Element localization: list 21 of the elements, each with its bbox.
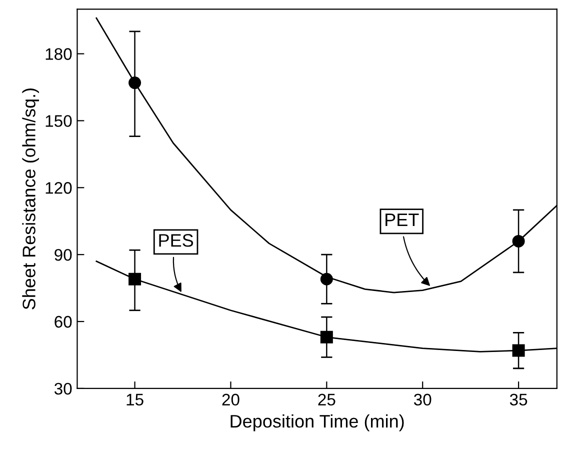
point bbox=[320, 272, 333, 286]
annotation: PES bbox=[159, 234, 194, 247]
point bbox=[512, 344, 525, 357]
y-tick-label: 120 bbox=[46, 182, 72, 194]
point bbox=[320, 330, 333, 344]
point bbox=[512, 234, 525, 248]
y-tick-label: 150 bbox=[46, 115, 72, 127]
x-tick-label: 15 bbox=[126, 394, 144, 406]
point bbox=[128, 76, 142, 90]
x-tick-label: 20 bbox=[222, 394, 240, 406]
x-tick-label: 30 bbox=[414, 394, 432, 406]
annotation: PET bbox=[386, 214, 419, 226]
y-axis-title: Sheet Resistance (ohm/sq.) bbox=[22, 88, 39, 310]
y-tick-label: 30 bbox=[54, 382, 72, 395]
y-tick-label: 60 bbox=[54, 316, 72, 328]
y-tick-label: 180 bbox=[46, 48, 72, 60]
y-tick-label: 90 bbox=[54, 248, 72, 261]
x-tick-label: 35 bbox=[510, 394, 528, 406]
x-tick-label: 25 bbox=[318, 394, 336, 406]
point bbox=[128, 272, 142, 286]
x-axis-title: Deposition Time (min) bbox=[230, 414, 404, 432]
